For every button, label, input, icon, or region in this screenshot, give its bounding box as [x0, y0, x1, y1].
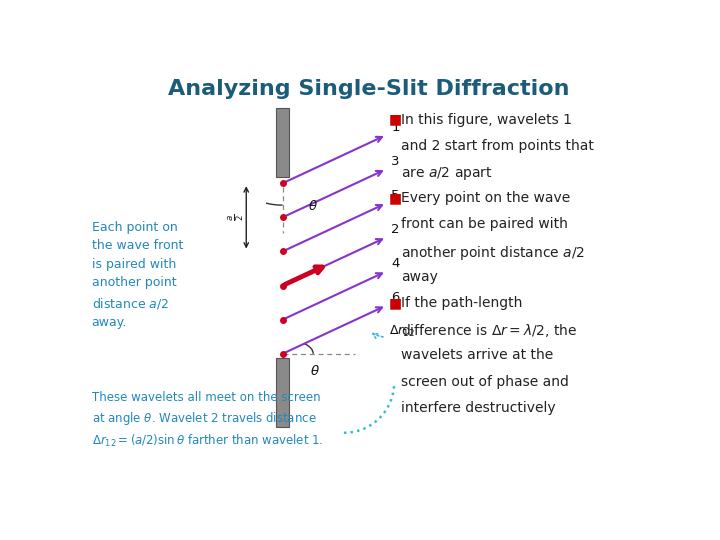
Text: ■: ■ — [389, 296, 402, 310]
Text: $\theta$: $\theta$ — [310, 364, 320, 378]
Text: Analyzing Single-Slit Diffraction: Analyzing Single-Slit Diffraction — [168, 79, 570, 99]
Text: Each point on
the wave front
is paired with
another point
distance $a$/2
away.: Each point on the wave front is paired w… — [91, 221, 183, 329]
Text: and 2 start from points that: and 2 start from points that — [401, 139, 594, 153]
Text: 2: 2 — [391, 223, 400, 236]
Text: $\frac{a}{2}$: $\frac{a}{2}$ — [227, 214, 246, 221]
Text: ■: ■ — [389, 191, 402, 205]
Text: 5: 5 — [391, 189, 400, 202]
Text: another point distance $a$/2: another point distance $a$/2 — [401, 244, 585, 261]
Text: difference is $\Delta r = \lambda$/2, the: difference is $\Delta r = \lambda$/2, th… — [401, 322, 577, 339]
Text: 6: 6 — [391, 291, 400, 304]
Text: $\theta$: $\theta$ — [307, 199, 318, 213]
Text: are $a$/2 apart: are $a$/2 apart — [401, 165, 492, 182]
Text: ■: ■ — [389, 113, 402, 126]
Text: wavelets arrive at the: wavelets arrive at the — [401, 348, 553, 362]
Text: These wavelets all meet on the screen
at angle $\theta$. Wavelet 2 travels dista: These wavelets all meet on the screen at… — [91, 391, 323, 449]
Text: If the path-length: If the path-length — [401, 296, 522, 310]
Text: 3: 3 — [391, 154, 400, 168]
Bar — [276, 358, 289, 427]
Text: front can be paired with: front can be paired with — [401, 218, 567, 232]
Text: 1: 1 — [391, 120, 400, 133]
Text: Every point on the wave: Every point on the wave — [401, 191, 570, 205]
Text: interfere destructively: interfere destructively — [401, 401, 555, 415]
Text: 4: 4 — [391, 257, 400, 270]
Bar — [276, 109, 289, 177]
Text: In this figure, wavelets 1: In this figure, wavelets 1 — [401, 113, 572, 126]
Text: $\Delta r_{12}$: $\Delta r_{12}$ — [373, 324, 415, 339]
Text: away: away — [401, 270, 438, 284]
Text: screen out of phase and: screen out of phase and — [401, 375, 569, 389]
